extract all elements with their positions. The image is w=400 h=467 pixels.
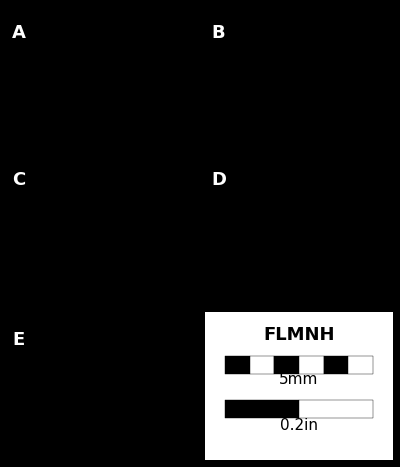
Text: C: C: [12, 171, 25, 189]
Text: E: E: [12, 331, 24, 349]
Bar: [324, 356, 348, 374]
Text: B: B: [211, 24, 225, 42]
Text: 0.2in: 0.2in: [280, 418, 318, 433]
Text: D: D: [211, 171, 226, 189]
Bar: [225, 356, 250, 374]
Bar: [274, 356, 299, 374]
Bar: [299, 356, 324, 374]
Text: A: A: [12, 24, 26, 42]
Bar: [205, 312, 393, 460]
Text: FLMNH: FLMNH: [263, 326, 335, 344]
Bar: [250, 356, 274, 374]
Bar: [348, 356, 373, 374]
Bar: [225, 400, 299, 418]
Bar: [299, 400, 373, 418]
Text: 5mm: 5mm: [279, 373, 319, 388]
